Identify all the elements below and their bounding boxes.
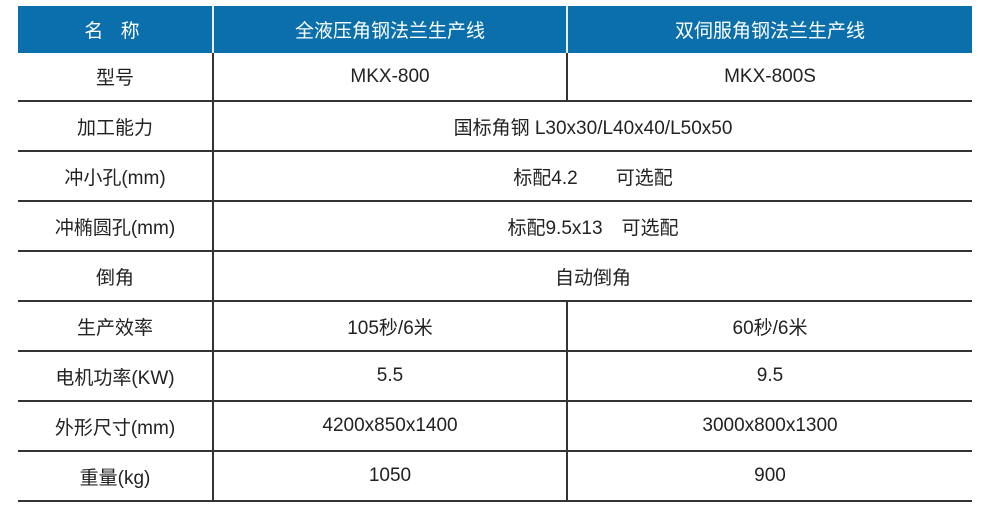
row-label: 外形尺寸(mm) [18, 401, 213, 452]
cell-col1: MKX-800 [212, 53, 567, 102]
table-row: 电机功率(KW) 5.5 9.5 [18, 351, 972, 402]
row-label: 冲椭圆孔(mm) [18, 201, 213, 252]
header-name: 名 称 [18, 6, 213, 53]
row-label: 倒角 [18, 251, 213, 302]
header-row: 名 称 全液压角钢法兰生产线 双伺服角钢法兰生产线 [18, 6, 972, 53]
row-label: 生产效率 [18, 301, 213, 352]
table-row: 加工能力 国标角钢 L30x30/L40x40/L50x50 [18, 101, 972, 152]
header-col2: 双伺服角钢法兰生产线 [566, 6, 972, 53]
table-row: 冲椭圆孔(mm) 标配9.5x13 可选配 [18, 201, 972, 252]
row-label: 型号 [18, 53, 213, 102]
cell-merged: 标配4.2 可选配 [212, 151, 972, 202]
header-col1: 全液压角钢法兰生产线 [212, 6, 567, 53]
cell-merged: 标配9.5x13 可选配 [212, 201, 972, 252]
row-label: 重量(kg) [18, 451, 213, 502]
cell-merged: 国标角钢 L30x30/L40x40/L50x50 [212, 101, 972, 152]
cell-col1: 1050 [212, 451, 567, 502]
table-row: 外形尺寸(mm) 4200x850x1400 3000x800x1300 [18, 401, 972, 452]
row-label: 冲小孔(mm) [18, 151, 213, 202]
cell-col1: 5.5 [212, 351, 567, 402]
cell-merged: 自动倒角 [212, 251, 972, 302]
row-label: 加工能力 [18, 101, 213, 152]
spec-table: 名 称 全液压角钢法兰生产线 双伺服角钢法兰生产线 型号 MKX-800 MKX… [18, 6, 972, 502]
table-row: 倒角 自动倒角 [18, 251, 972, 302]
table-row: 冲小孔(mm) 标配4.2 可选配 [18, 151, 972, 202]
cell-col2: 900 [566, 451, 972, 502]
cell-col1: 105秒/6米 [212, 301, 567, 352]
cell-col1: 4200x850x1400 [212, 401, 567, 452]
cell-col2: 60秒/6米 [566, 301, 972, 352]
cell-col2: MKX-800S [566, 53, 972, 102]
cell-col2: 9.5 [566, 351, 972, 402]
table-row: 生产效率 105秒/6米 60秒/6米 [18, 301, 972, 352]
row-label: 电机功率(KW) [18, 351, 213, 402]
table-row: 重量(kg) 1050 900 [18, 451, 972, 502]
cell-col2: 3000x800x1300 [566, 401, 972, 452]
table-row: 型号 MKX-800 MKX-800S [18, 53, 972, 102]
